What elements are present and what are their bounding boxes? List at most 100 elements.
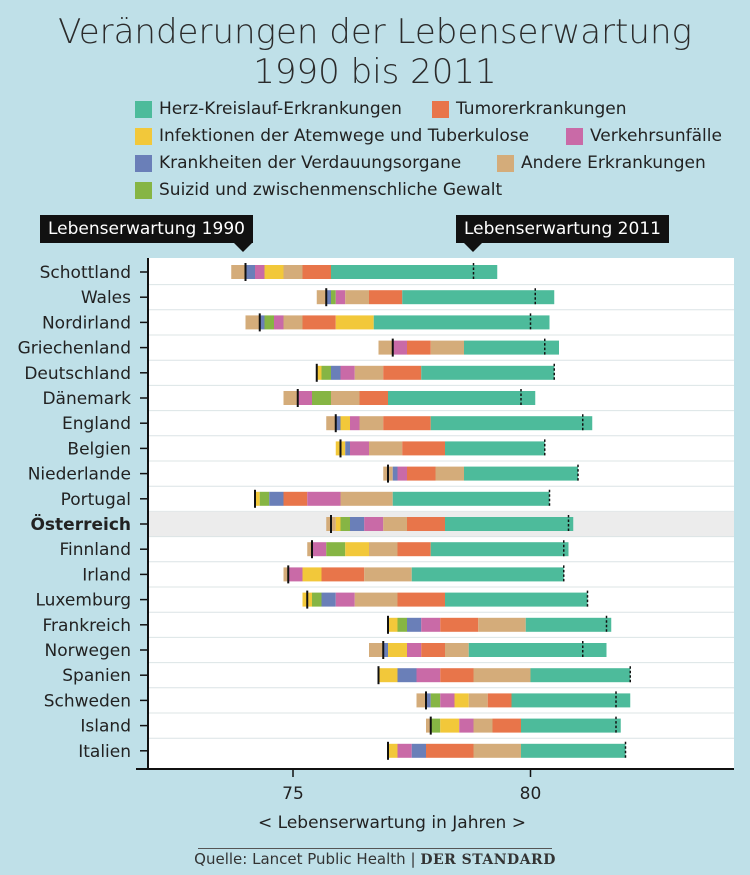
x-tick-label: 80 bbox=[520, 784, 542, 804]
bar-segment-tumor bbox=[407, 466, 436, 481]
legend-label: Tumorerkrankungen bbox=[456, 99, 627, 119]
bar-segment-resp bbox=[345, 542, 369, 557]
bar-segment-resp bbox=[316, 365, 322, 380]
bar-segment-digest bbox=[411, 743, 426, 758]
country-label: Frankreich bbox=[43, 616, 132, 636]
country-label: Nordirland bbox=[42, 313, 131, 333]
country-label: Schweden bbox=[44, 691, 131, 711]
bar-segment-other bbox=[307, 542, 312, 557]
bar-segment-traffic bbox=[255, 265, 265, 279]
bar-segment-digest bbox=[335, 416, 341, 431]
bar-segment-digest bbox=[397, 668, 417, 683]
bar-segment-resp bbox=[388, 617, 398, 632]
country-label: Italien bbox=[78, 742, 131, 762]
bar-segment-tumor bbox=[407, 340, 431, 355]
bar-segment-other bbox=[340, 491, 393, 506]
bar-segment-traffic bbox=[364, 517, 384, 531]
bar-segment-cv bbox=[388, 391, 536, 405]
chart-title: Veränderungen der Lebenserwartung 1990 bi… bbox=[58, 12, 692, 92]
bar-segment-resp bbox=[264, 265, 284, 279]
bar-segment-suicide bbox=[331, 290, 336, 305]
country-label: Niederlande bbox=[28, 465, 131, 485]
bar-segment-traffic bbox=[340, 365, 355, 380]
country-label: Deutschland bbox=[24, 364, 131, 384]
bar-segment-other bbox=[426, 718, 431, 733]
bar-segment-digest bbox=[383, 643, 388, 657]
bar-segment-tumor bbox=[302, 315, 336, 330]
bar-segment-other bbox=[435, 466, 464, 481]
bar-segment-traffic bbox=[392, 340, 407, 355]
bar-segment-cv bbox=[392, 491, 550, 506]
bar-segment-other bbox=[369, 643, 384, 657]
bar-segment-traffic bbox=[459, 718, 474, 733]
bar-segment-suicide bbox=[340, 517, 350, 531]
bar-segment-cv bbox=[331, 265, 498, 279]
bar-segment-traffic bbox=[407, 643, 422, 657]
bar-segment-suicide bbox=[312, 592, 322, 607]
bar-segment-tumor bbox=[383, 416, 431, 431]
legend-swatch bbox=[432, 100, 449, 118]
country-label: Griechenland bbox=[18, 339, 131, 359]
bar-segment-other bbox=[416, 693, 426, 708]
legend-item-suicide: Suizid und zwischenmenschliche Gewalt bbox=[135, 180, 502, 200]
country-label: Wales bbox=[81, 288, 131, 308]
bar-segment-tumor bbox=[397, 592, 445, 607]
legend-swatch bbox=[566, 127, 583, 145]
bar-segment-digest bbox=[326, 290, 331, 305]
bar-segment-resp bbox=[335, 517, 341, 531]
bar-segment-other bbox=[283, 391, 298, 405]
bar-segment-other bbox=[231, 265, 246, 279]
bar-segment-cv bbox=[445, 592, 588, 607]
bar-segment-traffic bbox=[397, 743, 412, 758]
country-label: Schottland bbox=[40, 263, 131, 283]
source-text: Quelle: Lancet Public Health bbox=[194, 850, 406, 868]
country-label: Belgien bbox=[67, 439, 131, 459]
legend-label: Infektionen der Atemwege und Tuberkulose bbox=[159, 126, 530, 146]
source-divider bbox=[198, 848, 552, 849]
bar-segment-other bbox=[473, 718, 493, 733]
bar-segment-other bbox=[383, 517, 407, 531]
bar-segment-tumor bbox=[421, 643, 445, 657]
legend-item-other: Andere Erkrankungen bbox=[497, 153, 706, 173]
source-separator: | bbox=[410, 850, 416, 868]
bar-segment-other bbox=[354, 365, 384, 380]
bar-segment-cv bbox=[430, 416, 593, 431]
bar-segment-traffic bbox=[350, 441, 369, 456]
bar-segment-other bbox=[326, 416, 336, 431]
bar-segment-traffic bbox=[440, 693, 455, 708]
legend-item-resp: Infektionen der Atemwege und Tuberkulose bbox=[135, 126, 529, 146]
bar-segment-tumor bbox=[487, 693, 512, 708]
bar-segment-suicide bbox=[430, 693, 441, 708]
bar-segment-digest bbox=[426, 693, 431, 708]
legend-label: Suizid und zwischenmenschliche Gewalt bbox=[159, 180, 503, 200]
bar-segment-tumor bbox=[321, 567, 365, 582]
bar-segment-digest bbox=[259, 315, 265, 330]
legend-swatch bbox=[135, 127, 152, 145]
bar-segment-digest bbox=[321, 592, 336, 607]
bar-segment-resp bbox=[388, 643, 407, 657]
bar-segment-cv bbox=[430, 542, 569, 557]
bar-segment-digest bbox=[407, 617, 422, 632]
bar-segment-suicide bbox=[312, 391, 331, 405]
bar-segment-traffic bbox=[297, 391, 312, 405]
bar-segment-suicide bbox=[264, 315, 274, 330]
bar-segment-tumor bbox=[383, 365, 422, 380]
bar-segment-cv bbox=[421, 365, 555, 380]
legend-swatch bbox=[135, 100, 152, 118]
bar-segment-other bbox=[283, 265, 303, 279]
legend-label: Verkehrsunfälle bbox=[590, 126, 722, 146]
country-label: Finnland bbox=[59, 540, 131, 560]
country-label: Dänemark bbox=[42, 389, 131, 409]
bar-segment-traffic bbox=[397, 466, 407, 481]
bar-segment-traffic bbox=[335, 592, 355, 607]
bar-segment-other bbox=[245, 315, 260, 330]
bar-segment-tumor bbox=[302, 265, 331, 279]
bar-segment-resp bbox=[454, 693, 469, 708]
bar-segment-resp bbox=[340, 416, 350, 431]
bar-segment-suicide bbox=[397, 617, 407, 632]
bar-segment-cv bbox=[530, 668, 631, 683]
bar-segment-resp bbox=[378, 668, 398, 683]
callout-2011: Lebenserwartung 2011 bbox=[456, 215, 669, 243]
country-label: Irland bbox=[82, 565, 131, 585]
bar-segment-traffic bbox=[421, 617, 441, 632]
